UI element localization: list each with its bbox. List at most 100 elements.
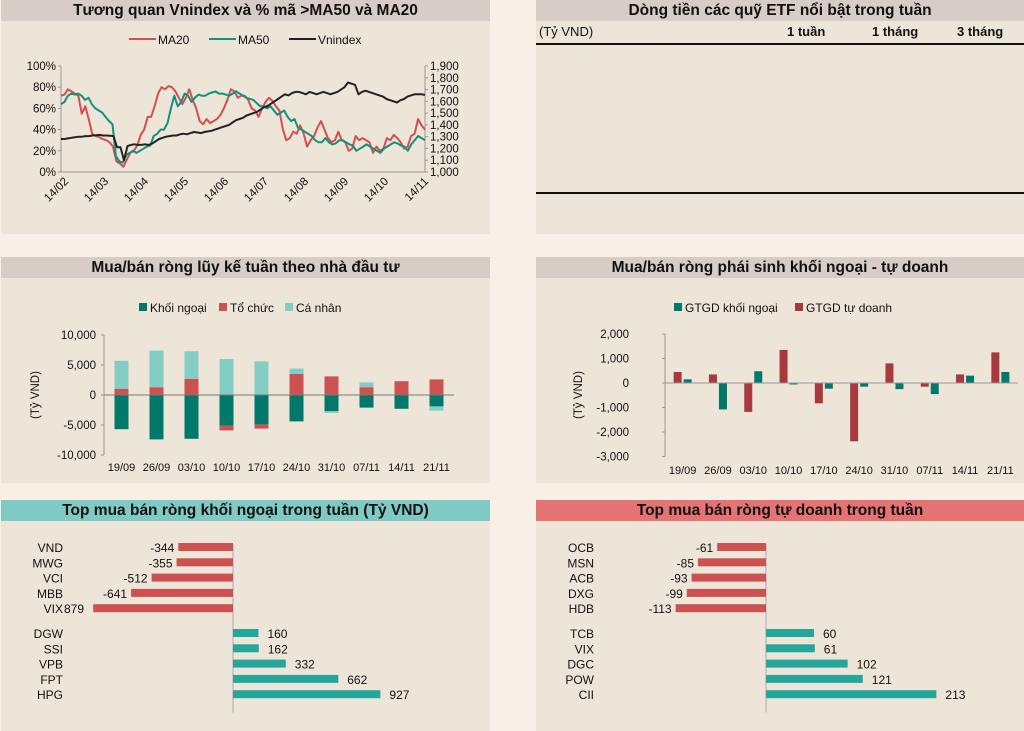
value-label: 162 (268, 642, 288, 656)
bar-GTGD tự doanh (708, 374, 717, 383)
bar-GTGD khối ngoại (824, 383, 833, 389)
etf-col-1-tuan: 1 tuần (787, 24, 826, 39)
panel-top-foreign: Top mua bán ròng khối ngoại trong tuần (… (1, 500, 490, 731)
y-tick-label: 1,000 (600, 354, 629, 366)
x-tick-label: 14/02 (42, 176, 71, 205)
stock-label: VIX (575, 642, 594, 656)
y-left-tick-label: 20% (33, 146, 56, 158)
bar-Khối ngoại (184, 395, 199, 439)
value-label: 121 (872, 673, 892, 687)
bar-buy (766, 659, 848, 668)
value-label: 332 (295, 658, 315, 672)
x-tick-label: 31/10 (318, 462, 346, 474)
value-label: 927 (389, 688, 409, 702)
x-tick-label: 31/10 (881, 465, 909, 477)
y-left-tick-label: 60% (33, 103, 56, 115)
etf-col-3-thang: 3 tháng (957, 24, 1004, 39)
etf-header-divider (536, 43, 1024, 45)
bar-GTGD tự doanh (885, 363, 894, 383)
stock-label: VIX (44, 602, 63, 616)
panel-vnindex-ma: Tương quan Vnindex và % mã >MA50 và MA20… (1, 0, 490, 234)
bar-Tổ chức (394, 381, 409, 395)
value-label: 61 (824, 642, 838, 656)
bar-GTGD khối ngoại (860, 383, 869, 387)
bar-GTGD khối ngoại (1001, 371, 1010, 383)
bar-GTGD tự doanh (956, 374, 965, 383)
bar-Khối ngoại (289, 395, 304, 422)
panel-title: Top mua bán ròng tự doanh trong tuần (536, 500, 1024, 521)
bar-Khối ngoại (324, 395, 339, 412)
y-left-tick-label: 0% (39, 167, 56, 179)
x-tick-label: 14/11 (952, 465, 979, 477)
stock-label: VND (38, 541, 64, 555)
stock-label: MWG (32, 556, 63, 570)
bar-Cá nhân (219, 359, 234, 395)
legend-label: GTGD khối ngoại (685, 301, 778, 315)
y-axis-label: (Tỷ VND) (573, 371, 585, 419)
x-tick-label: 03/10 (178, 462, 206, 474)
bar-Khối ngoại (149, 395, 164, 440)
bar-Tổ chức (114, 389, 129, 395)
value-label: -113 (648, 602, 671, 616)
etf-col-1-thang: 1 tháng (872, 24, 919, 39)
x-tick-label: 14/05 (162, 176, 191, 205)
legend-label-ma50: MA50 (238, 33, 270, 47)
bar-sell (176, 558, 233, 567)
bar-GTGD khối ngoại (683, 379, 692, 383)
y-tick-label: -3,000 (596, 452, 629, 464)
value-label: -99 (665, 587, 683, 601)
bar-sell (691, 573, 766, 582)
bar-sell (698, 558, 766, 567)
y-right-tick-label: 1,300 (430, 132, 459, 144)
bar-GTGD tự doanh (744, 383, 753, 412)
bar-sell (675, 604, 766, 613)
bar-Cá nhân (429, 406, 444, 411)
bar-Cá nhân (149, 350, 164, 388)
bar-GTGD khối ngoại (895, 383, 904, 390)
x-tick-label: 26/09 (143, 462, 171, 474)
bar-buy (766, 629, 814, 637)
bar-sell (178, 543, 233, 551)
bar-sell (151, 573, 233, 582)
y-axis-label: (Tỷ VND) (30, 371, 42, 419)
bar-GTGD khối ngoại (966, 375, 975, 383)
panel-top-prop: Top mua bán ròng tự doanh trong tuần OCB… (536, 500, 1024, 731)
legend-label-vnindex: Vnindex (318, 33, 361, 47)
x-tick-label: 03/10 (739, 465, 767, 477)
bar-Cá nhân (359, 382, 374, 388)
value-label: 879 (64, 602, 84, 616)
y-left-tick-label: 40% (33, 125, 56, 137)
stock-label: VPB (39, 658, 63, 672)
stock-label: HPG (37, 688, 63, 702)
x-tick-label: 14/07 (242, 176, 271, 205)
y-tick-label: 0 (623, 378, 629, 390)
x-tick-label: 07/11 (916, 465, 943, 477)
panel-title: Mua/bán ròng lũy kế tuần theo nhà đầu tư (1, 257, 490, 278)
panel-title: Mua/bán ròng phái sinh khối ngoại - tự d… (536, 257, 1024, 278)
panel-title: Top mua bán ròng khối ngoại trong tuần (… (1, 500, 490, 521)
y-left-tick-label: 80% (33, 82, 56, 94)
series-line-ma50 (60, 90, 426, 164)
x-tick-label: 07/11 (353, 462, 380, 474)
bar-buy (233, 629, 259, 637)
x-tick-label: 14/11 (388, 462, 415, 474)
legend-swatch (674, 303, 682, 311)
bar-GTGD tự doanh (814, 383, 823, 404)
y-tick-label: -1,000 (596, 403, 629, 415)
investor-flow-chart: Khối ngoại Tổ chức Cá nhân -10,000 -5,000 0 5,… (30, 301, 454, 474)
value-label: 60 (823, 627, 837, 641)
top-prop-chart: OCB -61 MSN -85 ACB -93 DXG -99 HDB -113 TCB 60 VIX 6… (565, 541, 966, 713)
x-tick-label: 19/09 (669, 465, 697, 477)
vnindex-ma-chart: MA20 MA50 Vnindex0%20%40%60%80%100%1,0001,… (27, 33, 459, 205)
bar-Tổ chức (184, 378, 199, 395)
bar-GTGD khối ngoại (789, 383, 798, 385)
x-tick-label: 14/06 (202, 176, 231, 205)
legend-swatch (285, 303, 293, 311)
stock-label: DGC (567, 658, 594, 672)
value-label: -61 (696, 541, 714, 555)
y-tick-label: 5,000 (67, 360, 96, 372)
y-right-tick-label: 1,900 (430, 61, 459, 73)
legend-label: Tổ chức (230, 301, 274, 315)
bar-Khối ngoại (254, 395, 269, 425)
